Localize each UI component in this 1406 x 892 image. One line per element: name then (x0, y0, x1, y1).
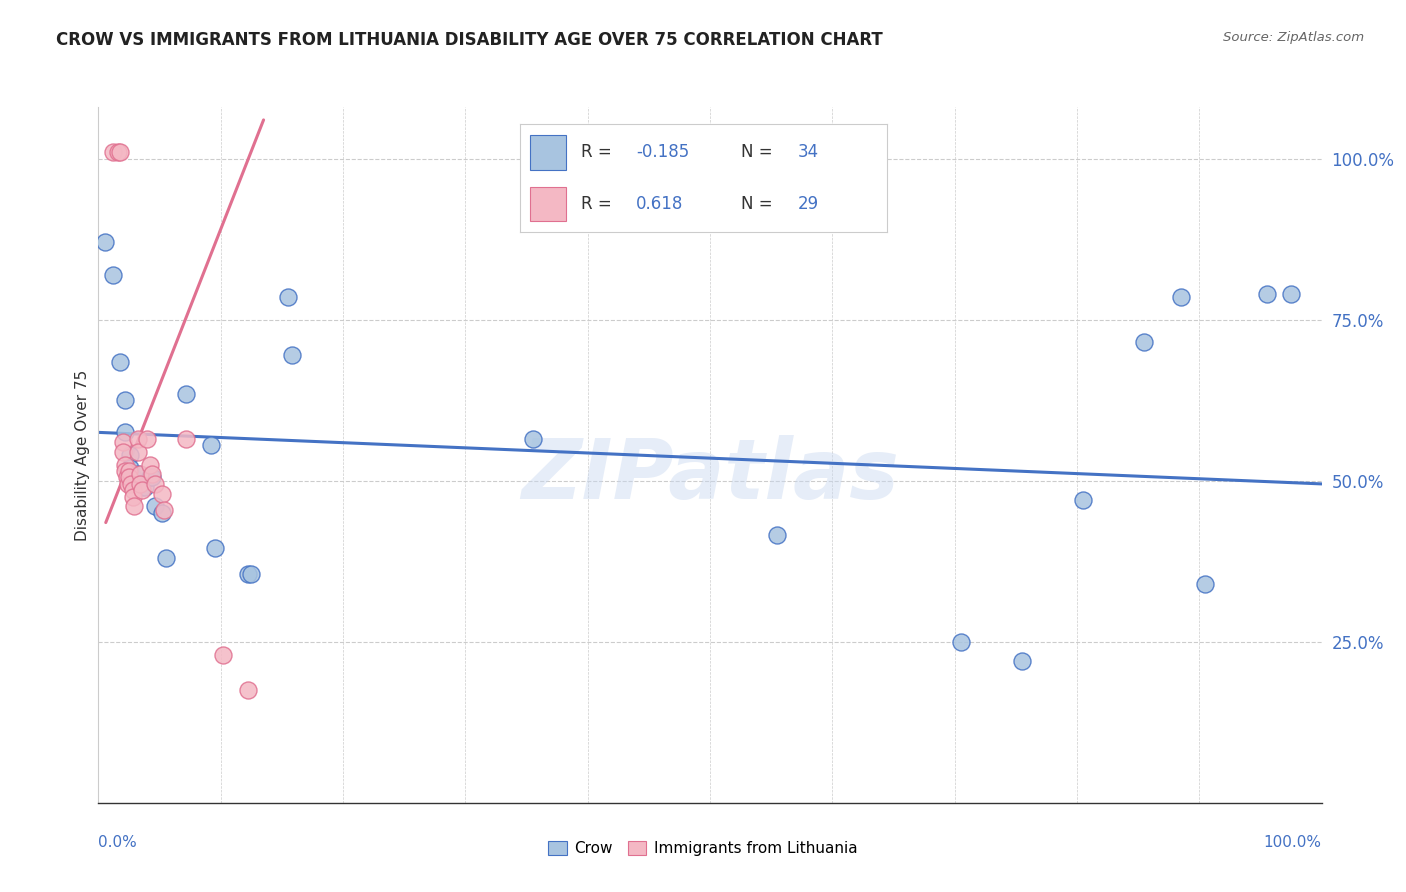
Point (176, 432, 198, 446)
Point (236, 567, 259, 582)
Point (143, 476, 166, 491)
Point (101, 145, 124, 160)
Point (121, 483, 143, 498)
Point (117, 476, 139, 491)
Point (131, 483, 153, 498)
Point (1071, 493, 1094, 508)
Point (127, 467, 149, 482)
Point (114, 464, 136, 478)
Point (150, 506, 173, 520)
Point (122, 500, 145, 514)
Point (120, 476, 142, 491)
Point (136, 432, 159, 446)
Point (949, 634, 972, 648)
Point (114, 458, 136, 472)
Point (1194, 576, 1216, 591)
Point (153, 502, 176, 516)
Point (212, 648, 235, 662)
Point (1170, 290, 1192, 304)
Point (121, 490, 143, 504)
Point (127, 444, 149, 458)
Point (111, 435, 134, 450)
Point (280, 348, 302, 362)
Point (127, 476, 149, 491)
Point (107, 145, 129, 160)
Point (93, 235, 115, 250)
Point (118, 464, 141, 478)
Point (1256, 286, 1278, 301)
Point (115, 470, 138, 484)
Point (114, 393, 136, 408)
Point (141, 470, 163, 484)
Point (277, 290, 299, 304)
Point (150, 486, 173, 500)
Point (143, 500, 166, 514)
Point (1279, 286, 1302, 301)
Point (204, 541, 226, 556)
Point (129, 467, 152, 482)
Point (200, 438, 222, 452)
Point (129, 476, 152, 491)
Point (120, 460, 142, 475)
Point (139, 458, 162, 472)
Point (1011, 654, 1033, 668)
Point (766, 528, 789, 542)
Point (111, 444, 134, 458)
Point (139, 470, 162, 484)
Text: CROW VS IMMIGRANTS FROM LITHUANIA DISABILITY AGE OVER 75 CORRELATION CHART: CROW VS IMMIGRANTS FROM LITHUANIA DISABI… (56, 31, 883, 49)
Y-axis label: Disability Age Over 75: Disability Age Over 75 (75, 369, 90, 541)
Point (131, 480, 153, 494)
Point (1133, 335, 1156, 350)
Point (155, 551, 177, 566)
Legend: Crow, Immigrants from Lithuania: Crow, Immigrants from Lithuania (543, 835, 863, 862)
Text: 100.0%: 100.0% (1264, 836, 1322, 850)
Point (110, 145, 132, 160)
Point (134, 480, 156, 494)
Text: 0.0%: 0.0% (98, 836, 138, 850)
Point (121, 470, 143, 484)
Point (114, 425, 136, 440)
Point (110, 354, 132, 368)
Point (236, 683, 259, 698)
Point (127, 432, 149, 446)
Point (120, 448, 142, 462)
Point (522, 432, 544, 446)
Text: Source: ZipAtlas.com: Source: ZipAtlas.com (1223, 31, 1364, 45)
Point (240, 567, 263, 582)
Text: ZIPatlas: ZIPatlas (522, 435, 898, 516)
Point (101, 268, 124, 282)
Point (118, 470, 141, 484)
Point (176, 386, 198, 401)
Point (141, 467, 163, 482)
